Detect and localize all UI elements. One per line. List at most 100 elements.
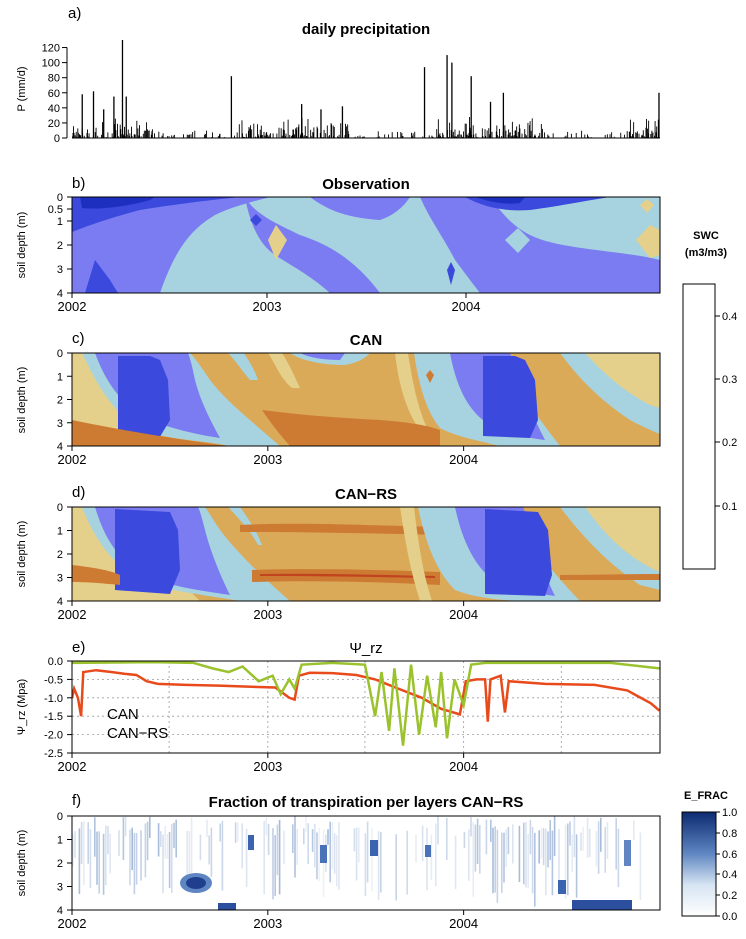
efrac-streak bbox=[470, 817, 472, 837]
panel-b: b) Observation soil depth (m) bbox=[16, 175, 661, 314]
d-streak bbox=[228, 507, 262, 545]
efrac-streak bbox=[564, 824, 567, 899]
year-label: 2002 bbox=[58, 452, 87, 467]
b-deep-wet-2002 bbox=[85, 260, 118, 293]
efrac-legend-label: 0.0 bbox=[722, 911, 737, 923]
precip-bar bbox=[465, 123, 467, 138]
precip-bar bbox=[340, 123, 342, 138]
efrac-streak bbox=[314, 823, 316, 868]
precip-bar bbox=[515, 135, 517, 138]
depth-ytick: 2 bbox=[57, 549, 63, 561]
panel-c-title: CAN bbox=[350, 332, 383, 349]
precip-bar bbox=[475, 133, 477, 138]
year-label: 2004 bbox=[449, 916, 478, 931]
efrac-streak bbox=[617, 828, 620, 888]
d-wet-col-2002 bbox=[115, 509, 180, 594]
c-streak bbox=[228, 353, 258, 380]
precip-bar bbox=[650, 134, 652, 138]
c-deep-dry-2002 bbox=[72, 420, 230, 446]
b-year-label: 2003 bbox=[253, 299, 282, 314]
precip-bar bbox=[291, 134, 293, 138]
panel-f: f) Fraction of transpiration per layers … bbox=[16, 792, 661, 931]
precip-bar bbox=[332, 125, 334, 138]
precip-bar bbox=[310, 129, 312, 138]
efrac-streak bbox=[426, 827, 428, 891]
efrac-streak bbox=[241, 823, 243, 869]
precip-bar bbox=[148, 130, 150, 138]
efrac-streak bbox=[171, 824, 173, 893]
precip-bar bbox=[257, 124, 258, 138]
a-ytick: 20 bbox=[48, 118, 60, 130]
precip-bar bbox=[268, 136, 270, 138]
precip-bar bbox=[401, 136, 403, 138]
panel-e-ylabel: Ψ_rz (Mpa) bbox=[16, 679, 28, 735]
precip-bar bbox=[95, 132, 96, 138]
precip-bar bbox=[115, 130, 117, 138]
panel-e-letter: e) bbox=[72, 639, 85, 656]
precip-bar bbox=[119, 124, 121, 138]
precip-bar bbox=[400, 132, 402, 138]
depth-ytick: 2 bbox=[57, 858, 63, 870]
precip-bar bbox=[473, 134, 475, 138]
d-band-3m bbox=[252, 569, 440, 585]
swc-legend-label: 0.1 bbox=[722, 501, 737, 513]
efrac-streak bbox=[107, 826, 109, 855]
precip-bar bbox=[238, 124, 240, 138]
efrac-streak bbox=[507, 827, 510, 855]
year-label: 2002 bbox=[58, 607, 87, 622]
precip-bar bbox=[127, 129, 129, 138]
precip-bar bbox=[77, 128, 79, 138]
efrac-streak bbox=[336, 835, 338, 887]
efrac-streak bbox=[144, 823, 147, 878]
precip-bar bbox=[242, 133, 243, 138]
panel-d-letter: d) bbox=[72, 484, 85, 501]
precip-bar bbox=[401, 133, 403, 138]
efrac-streak bbox=[129, 829, 131, 886]
panel-c-ylabel: soil depth (m) bbox=[16, 367, 28, 434]
year-label: 2004 bbox=[449, 759, 478, 774]
efrac-streak bbox=[540, 828, 543, 859]
f-mid-2002 bbox=[248, 835, 254, 850]
precip-bar bbox=[464, 123, 466, 138]
precip-bar bbox=[524, 129, 526, 138]
d-wet-col-2004 bbox=[485, 509, 552, 596]
precip-bar bbox=[641, 134, 643, 138]
precip-bar bbox=[144, 130, 146, 138]
d-dry-late bbox=[585, 507, 660, 572]
precip-bar bbox=[276, 133, 278, 138]
efrac-streak bbox=[78, 828, 81, 894]
precip-bar bbox=[151, 129, 153, 138]
efrac-streak bbox=[582, 826, 584, 851]
efrac-streak bbox=[538, 830, 540, 864]
precip-bar bbox=[484, 129, 486, 138]
precip-bar bbox=[647, 128, 649, 138]
precip-bar bbox=[467, 135, 469, 138]
efrac-streak bbox=[606, 822, 609, 859]
f-late-2004 bbox=[624, 840, 631, 866]
precip-bar bbox=[509, 132, 511, 138]
efrac-colorbar bbox=[681, 811, 717, 917]
precip-bar bbox=[581, 130, 583, 138]
efrac-streak bbox=[454, 835, 457, 890]
precip-bar bbox=[521, 133, 523, 138]
precip-bar bbox=[114, 124, 116, 138]
panel-c-heatmap bbox=[72, 353, 660, 446]
efrac-streak bbox=[395, 834, 397, 901]
efrac-streak bbox=[272, 828, 274, 900]
depth-ytick: 2 bbox=[57, 395, 63, 407]
efrac-streak bbox=[437, 816, 439, 845]
b-ytick: 2 bbox=[57, 240, 63, 252]
swc-legend: SWC (m3/m3) 0.4 0.3 0.2 0.1 bbox=[682, 230, 737, 570]
precip-bar bbox=[284, 136, 286, 138]
efrac-streak bbox=[327, 829, 329, 845]
efrac-streak bbox=[83, 821, 85, 885]
efrac-streak bbox=[415, 834, 417, 863]
depth-ytick: 0 bbox=[57, 348, 63, 360]
precip-bar bbox=[134, 134, 136, 138]
precip-bar bbox=[297, 127, 299, 138]
precip-bar bbox=[203, 134, 205, 138]
precip-bar bbox=[261, 135, 263, 138]
precip-bar bbox=[72, 132, 74, 138]
precip-bar bbox=[121, 40, 124, 138]
panel-e-lines bbox=[72, 661, 660, 746]
